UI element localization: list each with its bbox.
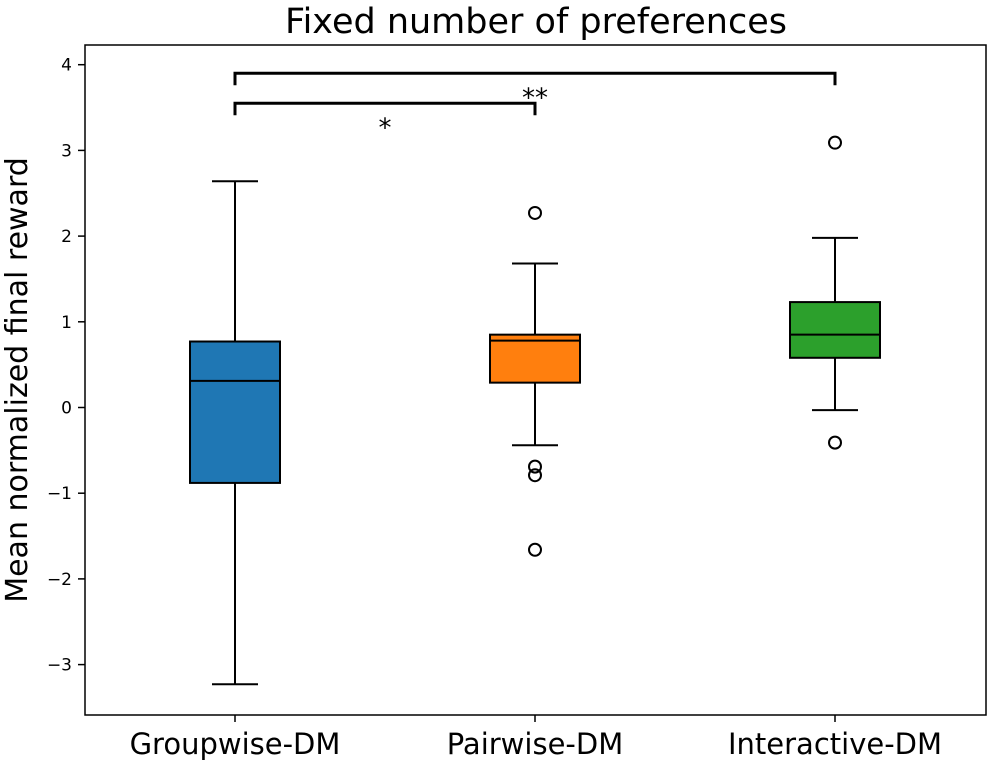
x-tick-label: Groupwise-DM	[130, 727, 341, 761]
axes-frame	[84, 44, 987, 716]
significance-label: *	[379, 113, 392, 143]
y-tick-label: −3	[47, 656, 72, 676]
chart-title: Fixed number of preferences	[285, 2, 787, 42]
box-group-interactive-dm	[789, 135, 881, 450]
y-tick-label: 2	[61, 227, 72, 247]
outlier-point	[828, 435, 842, 450]
x-tick-label: Pairwise-DM	[447, 727, 623, 761]
plot-area: −3 −2 −1 0 1 2 3 4 Groupwise-DM Pairwise-DM Intera…	[47, 56, 942, 761]
box-group-pairwise-dm	[489, 205, 581, 557]
significance-label: **	[522, 83, 548, 113]
y-tick-label: −2	[47, 570, 72, 590]
box	[789, 301, 881, 359]
outlier-point	[828, 135, 842, 150]
significance-bracket	[233, 71, 837, 86]
x-tick-label: Interactive-DM	[728, 727, 942, 761]
outlier-point	[528, 205, 542, 220]
y-tick-label: 3	[61, 141, 72, 161]
outlier-point	[528, 468, 542, 483]
y-tick-label: 4	[61, 56, 72, 76]
y-tick-label: 0	[61, 399, 72, 419]
box	[189, 340, 281, 484]
box	[489, 333, 581, 384]
box-group-groupwise-dm	[189, 180, 281, 686]
y-axis-label: Mean normalized final reward	[0, 157, 35, 603]
outlier-point	[528, 542, 542, 557]
y-tick-label: −1	[47, 484, 72, 504]
y-tick-label: 1	[61, 313, 72, 333]
significance-bracket	[233, 101, 537, 116]
outlier-point	[528, 459, 542, 474]
